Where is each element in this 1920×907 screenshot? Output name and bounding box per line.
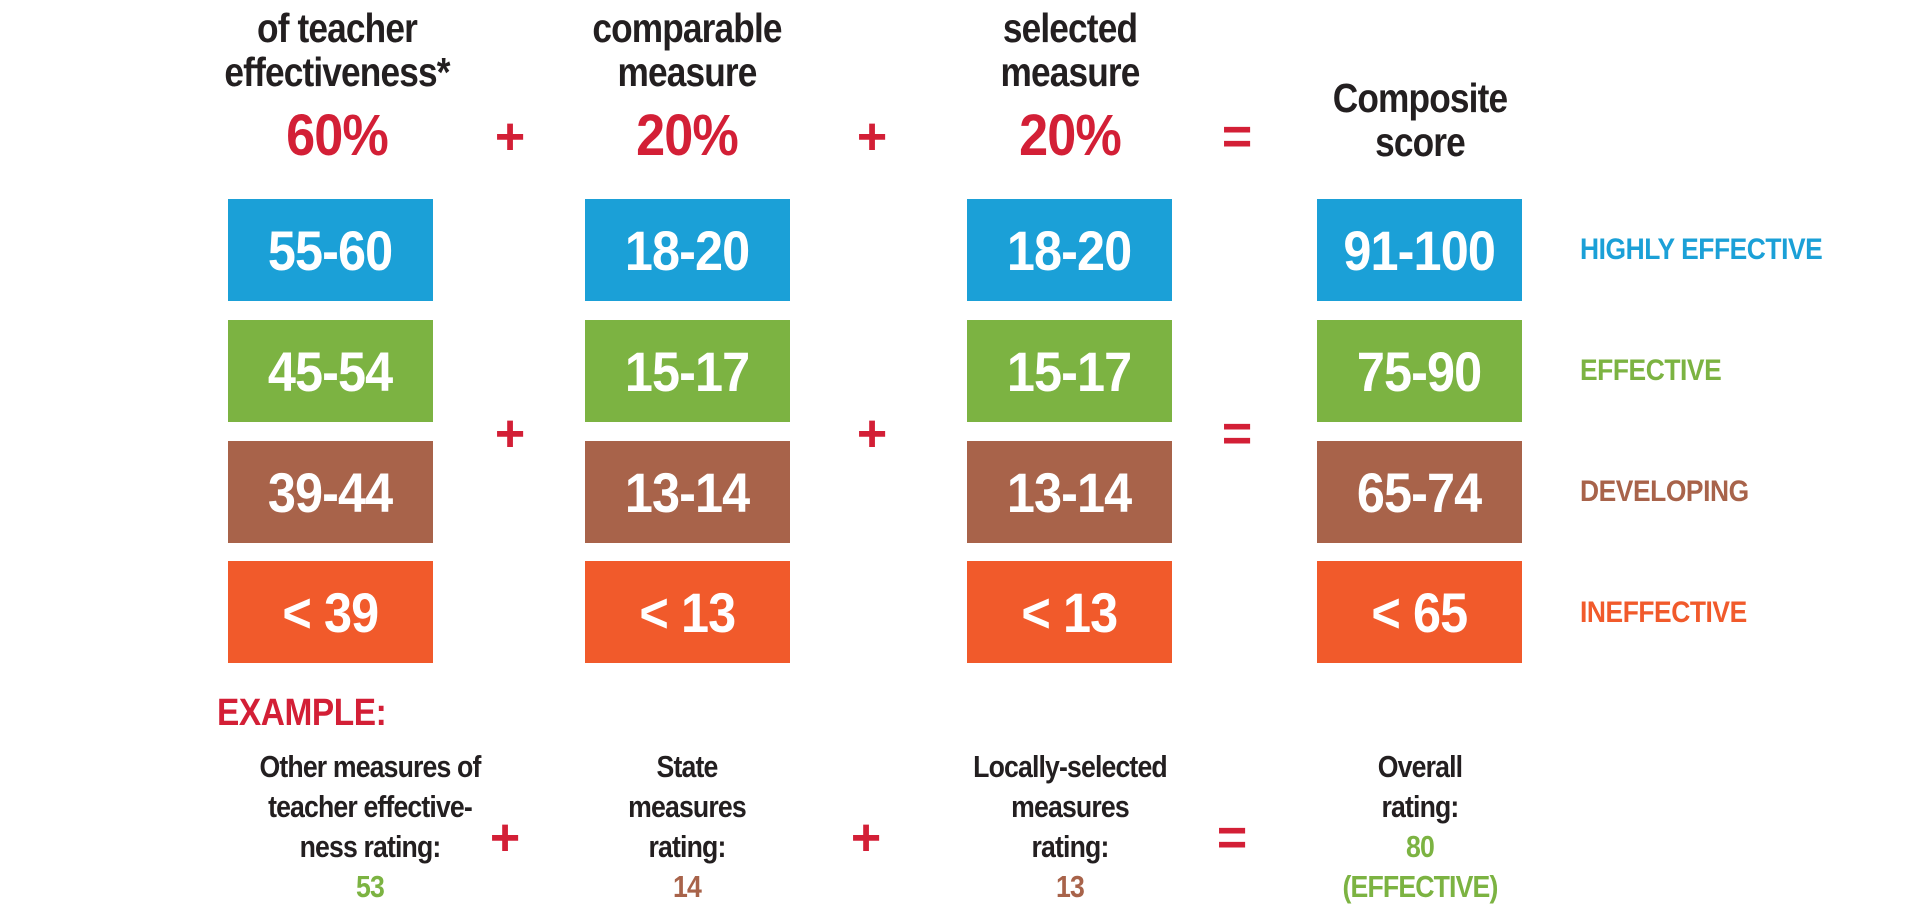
equals-operator: = [1221,108,1253,166]
composite-box-developing: 65-74 [1317,441,1522,543]
score-box-ineffective: < 39 [228,561,433,663]
example-value: 53 [356,869,385,904]
example-item-overall: Overall rating: 80 (EFFECTIVE) [1342,747,1499,907]
example-title: EXAMPLE: [217,692,387,734]
level-label-ineffective: INEFFECTIVE [1580,596,1747,629]
score-box-highly-effective: 18-20 [585,199,790,301]
example-line: Locally-selected [973,749,1168,784]
example-line: rating: [1381,789,1460,824]
example-item-locally-selected: Locally-selected measures rating: 13 [973,747,1168,907]
score-box-ineffective: < 13 [967,561,1172,663]
example-line: measures [1011,789,1129,824]
score-box-developing: 13-14 [585,441,790,543]
plus-operator: + [856,405,888,463]
score-box-highly-effective: 55-60 [228,199,433,301]
header-3-percent: 20% [1019,103,1122,168]
level-label-highly-effective: HIGHLY EFFECTIVE [1580,233,1823,266]
example-value: 14 [673,869,702,904]
score-box-ineffective: < 13 [585,561,790,663]
header-1-line-2: effectiveness* [224,49,450,95]
example-line: rating: [648,829,727,864]
score-box-effective: 45-54 [228,320,433,422]
example-line: rating: [1031,829,1110,864]
level-label-effective: EFFECTIVE [1580,354,1722,387]
header-1-line-1: of teacher [257,5,418,51]
plus-operator: + [494,405,526,463]
header-4-line-2: score [1375,119,1466,165]
composite-box-effective: 75-90 [1317,320,1522,422]
example-item-other-measures: Other measures of teacher effective- nes… [259,747,482,907]
score-box-effective: 15-17 [967,320,1172,422]
example-line: Overall [1377,749,1463,784]
header-2-line-2: measure [617,49,757,95]
header-1-percent: 60% [286,103,389,168]
example-value: 80 [1406,829,1435,864]
composite-box-ineffective: < 65 [1317,561,1522,663]
equals-operator: = [1221,405,1253,463]
header-2-line-1: comparable [592,5,782,51]
header-4-line-1: Composite [1332,75,1508,121]
example-line: State [656,749,719,784]
header-3-line-2: measure [1000,49,1140,95]
score-box-highly-effective: 18-20 [967,199,1172,301]
level-label-developing: DEVELOPING [1580,475,1749,508]
example-value-label: (EFFECTIVE) [1342,869,1499,904]
score-box-effective: 15-17 [585,320,790,422]
example-line: ness rating: [299,829,442,864]
example-value: 13 [1056,869,1085,904]
plus-operator: + [856,108,888,166]
header-2-percent: 20% [636,103,739,168]
plus-operator: + [489,809,521,867]
plus-operator: + [850,809,882,867]
header-3-line-1: selected [1002,5,1138,51]
equals-operator: = [1216,809,1248,867]
example-item-state-measures: State measures rating: 14 [628,747,746,907]
example-line: teacher effective- [268,789,473,824]
example-line: measures [628,789,746,824]
plus-operator: + [494,108,526,166]
example-line: Other measures of [259,749,482,784]
composite-box-highly-effective: 91-100 [1317,199,1522,301]
score-box-developing: 39-44 [228,441,433,543]
score-box-developing: 13-14 [967,441,1172,543]
